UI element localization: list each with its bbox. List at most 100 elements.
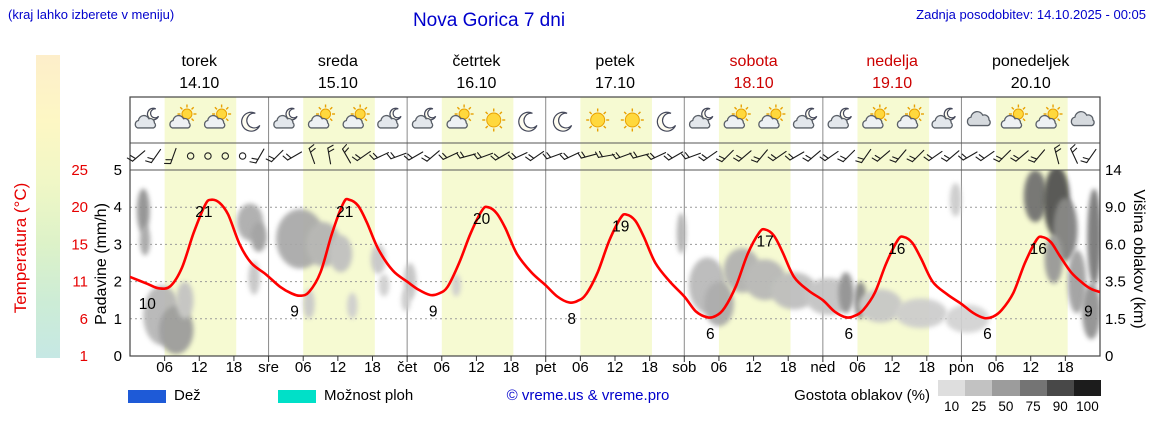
line: [308, 147, 316, 165]
temp-min-label: 8: [567, 311, 576, 328]
cloud-height-tick-label: 0: [1105, 348, 1113, 365]
line: [407, 153, 413, 159]
line: [918, 118, 922, 122]
line: [126, 157, 134, 162]
line: [909, 155, 916, 160]
line: [861, 148, 872, 164]
moon-icon: [552, 111, 573, 132]
hour-tick-label: 18: [780, 359, 797, 376]
moon-icon: [518, 111, 538, 132]
wind-barb: [282, 151, 303, 161]
line: [889, 159, 897, 163]
temp-max-label: 19: [612, 219, 629, 236]
line: [1015, 150, 1029, 162]
cloud-icon: [931, 114, 953, 129]
line: [940, 157, 948, 162]
line: [701, 154, 708, 159]
sun-cloud-icon: [862, 104, 890, 129]
line: [477, 152, 482, 158]
line: [329, 106, 333, 110]
precip-tick-label: 3: [114, 236, 122, 253]
cloud-density-blob: [1082, 283, 1100, 340]
wind-barb: [733, 150, 752, 162]
line: [750, 159, 758, 163]
day-abbrev-label: čet: [397, 359, 418, 376]
sun-icon: [482, 108, 506, 132]
cloud-icon: [411, 114, 434, 129]
cloud-density-blob: [1067, 249, 1087, 314]
line: [721, 149, 734, 163]
precip-tick-label: 2: [114, 274, 122, 291]
line: [191, 118, 195, 122]
line: [907, 106, 911, 110]
line: [129, 154, 137, 160]
precip-tick-label: 5: [114, 162, 122, 179]
wind-barb: [993, 149, 1011, 163]
cloud-density-blob: [176, 281, 194, 319]
cloud-density-layer: [136, 170, 1100, 355]
hour-tick-label: 12: [745, 359, 762, 376]
wind-barb: [164, 147, 177, 165]
line: [403, 155, 410, 161]
line: [736, 154, 743, 160]
line: [1055, 148, 1062, 153]
cloud-density-blob: [945, 304, 990, 333]
line: [1070, 148, 1078, 164]
density-segment: [938, 380, 966, 396]
line: [684, 152, 690, 158]
density-tick-label: 50: [998, 399, 1014, 414]
temp-max-label: 16: [888, 241, 905, 258]
wind-barb: [1080, 148, 1097, 164]
wind-barb: [663, 151, 684, 161]
copyright-link[interactable]: © vreme.us & vreme.pro: [506, 387, 670, 404]
line: [460, 151, 465, 158]
line: [286, 153, 292, 159]
cloud-density-ticks: 10 25 50 75 90 100: [938, 399, 1101, 414]
line: [1033, 149, 1046, 163]
line: [633, 151, 638, 158]
line: [373, 152, 389, 160]
sun-icon: [620, 108, 644, 132]
day-date-label: 18.10: [734, 75, 774, 92]
cloud-density-legend-label: Gostota oblakov (%): [794, 387, 930, 404]
moon-icon: [839, 107, 852, 121]
cloud-moon-icon: [411, 107, 437, 129]
temperature-curve: [130, 197, 1100, 320]
line: [883, 106, 888, 110]
cloud-moon-icon: [273, 107, 298, 129]
line: [352, 106, 357, 110]
line: [356, 150, 371, 162]
cloud-height-tick-label: 9.0: [1105, 199, 1126, 216]
line: [779, 118, 784, 122]
cloud-icon: [169, 114, 191, 129]
line: [733, 157, 740, 162]
temperature-tick-label: 11: [72, 274, 88, 291]
temp-max-label: 16: [1030, 241, 1047, 258]
line: [327, 148, 335, 153]
wind-barb: [923, 150, 943, 162]
wind-calm-icon: [238, 152, 247, 160]
circle: [624, 112, 640, 128]
line: [589, 125, 593, 129]
temperature-tick-label: 15: [71, 236, 88, 253]
line: [145, 160, 152, 164]
line: [623, 125, 627, 129]
line: [788, 153, 794, 159]
wind-barb: [837, 149, 856, 163]
line: [756, 149, 768, 163]
density-segment: [1046, 380, 1074, 396]
hour-tick-label: 18: [641, 359, 658, 376]
line: [646, 154, 652, 160]
circle: [590, 112, 606, 128]
sun-cloud-icon: [446, 104, 474, 129]
cloud-density-blob: [378, 274, 390, 297]
line: [603, 125, 607, 129]
density-tick-label: 25: [971, 399, 987, 414]
line: [962, 151, 978, 161]
line: [170, 147, 177, 165]
cloud-density-blob: [949, 183, 962, 217]
line: [637, 125, 641, 129]
wind-barb: [958, 151, 978, 161]
sun-cloud-icon: [896, 104, 924, 129]
hour-tick-label: 18: [503, 359, 520, 376]
